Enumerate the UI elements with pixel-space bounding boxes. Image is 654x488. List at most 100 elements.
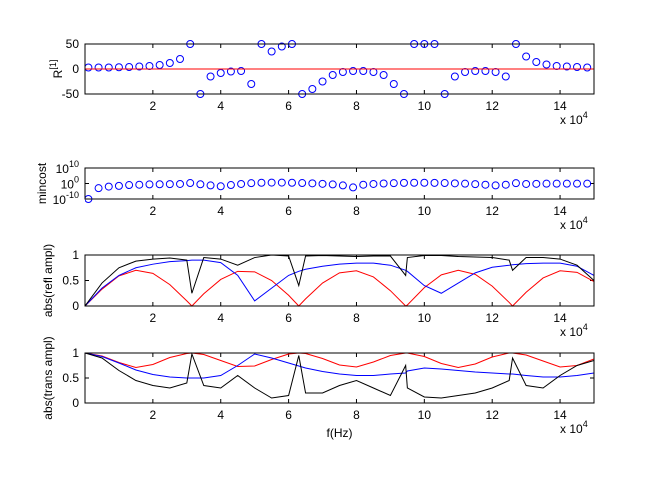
marker bbox=[389, 179, 398, 188]
marker bbox=[186, 179, 195, 188]
plot-area bbox=[85, 40, 594, 98]
plot-area bbox=[85, 254, 594, 307]
plot-area bbox=[85, 178, 592, 203]
x-tick-label: 10 bbox=[418, 99, 432, 113]
y-tick-exponent: -10 bbox=[66, 190, 79, 200]
marker bbox=[491, 181, 500, 190]
x-tick-label: 8 bbox=[353, 311, 360, 325]
marker bbox=[165, 180, 174, 189]
series-line bbox=[85, 254, 594, 307]
marker bbox=[287, 178, 296, 187]
marker bbox=[94, 63, 103, 72]
x-label: f(Hz) bbox=[327, 426, 353, 440]
y-tick-label: 50 bbox=[66, 37, 80, 51]
x-multiplier: x 104 bbox=[560, 322, 588, 339]
marker bbox=[85, 63, 93, 72]
marker bbox=[308, 179, 317, 188]
marker bbox=[399, 178, 408, 187]
marker bbox=[573, 179, 582, 188]
x-tick-label: 14 bbox=[553, 99, 567, 113]
y-tick-label: -50 bbox=[62, 87, 80, 101]
y-tick-label: 0 bbox=[72, 299, 79, 313]
x-tick-label: 2 bbox=[150, 204, 157, 218]
x-tick-label: 4 bbox=[217, 204, 224, 218]
y-tick-base: 10 bbox=[53, 193, 67, 207]
marker bbox=[237, 179, 246, 188]
x-tick-label: 12 bbox=[486, 311, 500, 325]
y-label-text: abs(refl ampl) bbox=[41, 244, 55, 317]
marker bbox=[583, 63, 592, 72]
x-multiplier-base: x 10 bbox=[560, 218, 583, 232]
y-tick-base: 10 bbox=[61, 178, 75, 192]
y-label-text: mincost bbox=[35, 162, 49, 204]
marker bbox=[277, 42, 286, 51]
marker bbox=[328, 180, 337, 189]
x-tick-label: 12 bbox=[486, 204, 500, 218]
y-tick-label: 1 bbox=[72, 248, 79, 262]
x-tick-label: 10 bbox=[418, 408, 432, 422]
marker bbox=[501, 72, 510, 81]
x-multiplier-exponent: 4 bbox=[583, 110, 588, 120]
marker bbox=[206, 181, 215, 190]
marker bbox=[562, 179, 571, 188]
marker bbox=[298, 179, 307, 188]
marker bbox=[522, 52, 531, 61]
marker bbox=[542, 179, 551, 188]
x-tick-label: 14 bbox=[553, 408, 567, 422]
marker bbox=[450, 179, 459, 188]
marker bbox=[94, 184, 103, 193]
axes-box bbox=[84, 167, 595, 200]
marker bbox=[247, 80, 256, 88]
x-tick-label: 6 bbox=[285, 204, 292, 218]
y-label-superscript: [1] bbox=[48, 60, 58, 70]
y-tick-label: 0 bbox=[72, 62, 79, 76]
marker bbox=[583, 179, 592, 188]
x-tick-label: 6 bbox=[285, 408, 292, 422]
marker bbox=[440, 179, 449, 188]
x-multiplier: x 104 bbox=[560, 419, 588, 436]
marker bbox=[237, 67, 246, 75]
x-tick-label: 6 bbox=[285, 311, 292, 325]
marker bbox=[450, 72, 459, 81]
marker bbox=[522, 179, 531, 188]
marker bbox=[226, 67, 235, 76]
marker bbox=[125, 181, 134, 190]
marker bbox=[135, 180, 144, 189]
series-line bbox=[85, 352, 594, 399]
x-tick-label: 4 bbox=[217, 408, 224, 422]
x-tick-label: 6 bbox=[285, 99, 292, 113]
marker bbox=[176, 55, 185, 63]
y-tick-label: 0.5 bbox=[62, 274, 79, 288]
marker bbox=[430, 178, 439, 187]
axes-background bbox=[85, 255, 594, 306]
marker bbox=[125, 63, 134, 71]
x-multiplier: x 104 bbox=[560, 110, 588, 127]
y-tick-label: 1 bbox=[72, 346, 79, 360]
axes-box bbox=[84, 43, 595, 95]
y-tick-exponent: 10 bbox=[69, 159, 79, 169]
x-tick-label: 10 bbox=[418, 204, 432, 218]
y-label: R[1] bbox=[48, 60, 65, 79]
marker bbox=[461, 179, 470, 188]
marker bbox=[389, 80, 398, 88]
y-tick-label: 0.5 bbox=[62, 371, 79, 385]
y-label: abs(refl ampl) bbox=[41, 244, 55, 317]
x-tick-label: 8 bbox=[353, 204, 360, 218]
x-multiplier-base: x 10 bbox=[560, 422, 583, 436]
x-tick-label: 8 bbox=[353, 99, 360, 113]
y-label: abs(trans ampl) bbox=[41, 336, 55, 419]
x-tick-label: 10 bbox=[418, 311, 432, 325]
marker bbox=[257, 178, 266, 187]
marker bbox=[349, 67, 358, 75]
marker bbox=[196, 180, 205, 189]
marker bbox=[542, 60, 551, 69]
marker bbox=[135, 62, 144, 71]
marker bbox=[471, 67, 480, 75]
marker bbox=[216, 182, 225, 191]
marker bbox=[277, 178, 286, 187]
x-tick-label: 2 bbox=[150, 99, 157, 113]
marker bbox=[481, 67, 490, 75]
marker bbox=[247, 179, 256, 188]
y-tick-exponent: 0 bbox=[74, 175, 79, 185]
